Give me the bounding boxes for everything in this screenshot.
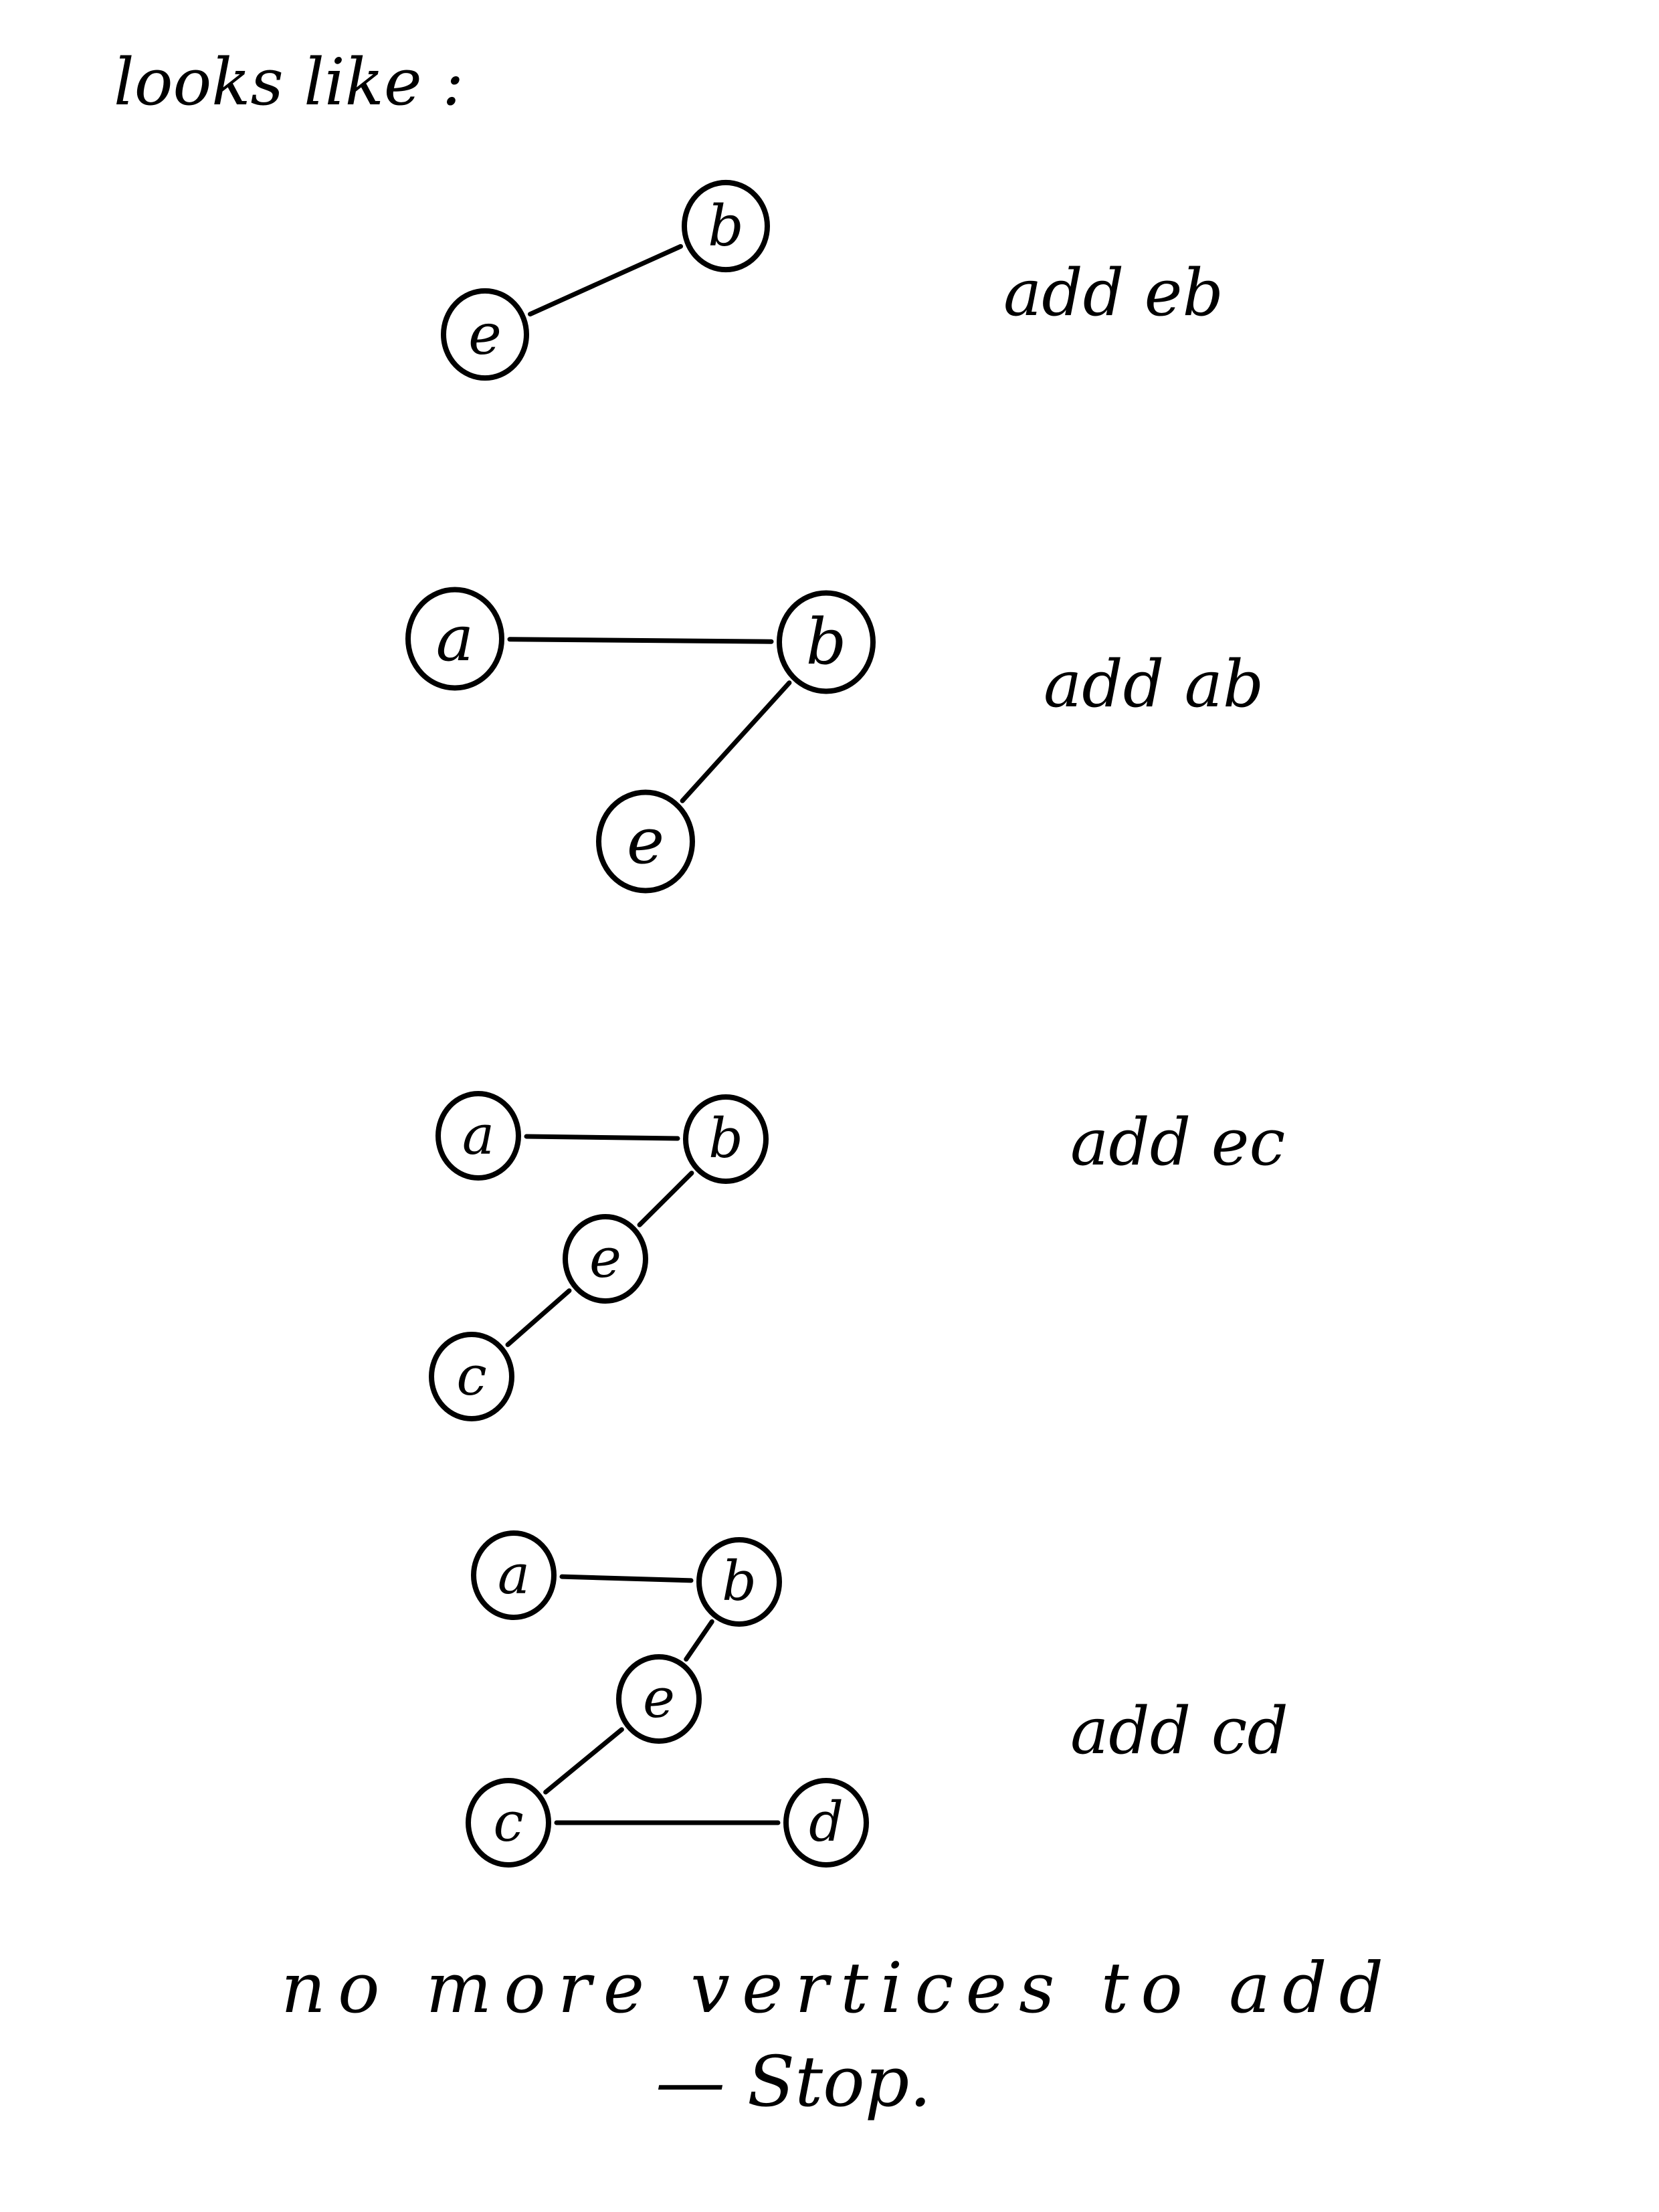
conclusion-line-1: no more vertices to add (281, 1947, 1396, 2029)
graph-step-4: a be c d (466, 1530, 869, 1868)
node-d-label: d (809, 1791, 844, 1854)
edge-ab (524, 1134, 680, 1141)
node-e-label: e (468, 302, 502, 367)
node-e-circle (441, 288, 529, 381)
edge-be (680, 680, 792, 803)
node-c-label: c (456, 1345, 486, 1408)
step-1-caption: add eb (1003, 256, 1224, 330)
node-b-circle (777, 590, 876, 694)
node-b-label: b (722, 1550, 757, 1613)
edge-eb (527, 243, 684, 317)
heading: looks like : (114, 45, 464, 120)
node-c-circle (466, 1778, 551, 1868)
node-a-label: a (498, 1544, 530, 1607)
node-a-circle (435, 1091, 521, 1181)
node-b-circle (683, 1094, 769, 1184)
node-a-label: a (462, 1104, 494, 1167)
node-c-circle (429, 1332, 514, 1421)
graph-step-2: a b e (405, 587, 876, 894)
node-b-label: b (708, 193, 744, 259)
graph-step-3: a b e c (429, 1091, 769, 1421)
edge-ec (505, 1288, 572, 1347)
edge-be (637, 1171, 694, 1227)
node-b-circle (682, 179, 770, 273)
node-a-circle (471, 1530, 557, 1620)
node-e-label: e (589, 1227, 621, 1290)
node-e-label: e (643, 1668, 675, 1730)
edge-ab (507, 637, 774, 644)
edge-be (684, 1619, 714, 1662)
node-e-circle (616, 1654, 702, 1744)
step-3-caption: add ec (1070, 1105, 1286, 1180)
conclusion-line-2: — Stop. (656, 2041, 932, 2122)
node-c-label: c (493, 1791, 523, 1854)
node-b-label: b (708, 1108, 743, 1171)
node-e-circle (596, 789, 695, 894)
step-4-caption: add cd (1070, 1694, 1288, 1769)
node-e-circle (563, 1214, 648, 1304)
node-a-label: a (436, 602, 474, 676)
step-2-caption: add ab (1044, 647, 1264, 722)
edge-ab (559, 1574, 694, 1583)
graph-step-1: be (441, 179, 770, 381)
node-a-circle (405, 587, 504, 691)
node-b-circle (696, 1537, 782, 1627)
node-b-label: b (806, 605, 847, 679)
node-e-label: e (627, 805, 664, 878)
edge-ec (543, 1727, 624, 1795)
node-d-circle (783, 1778, 869, 1868)
